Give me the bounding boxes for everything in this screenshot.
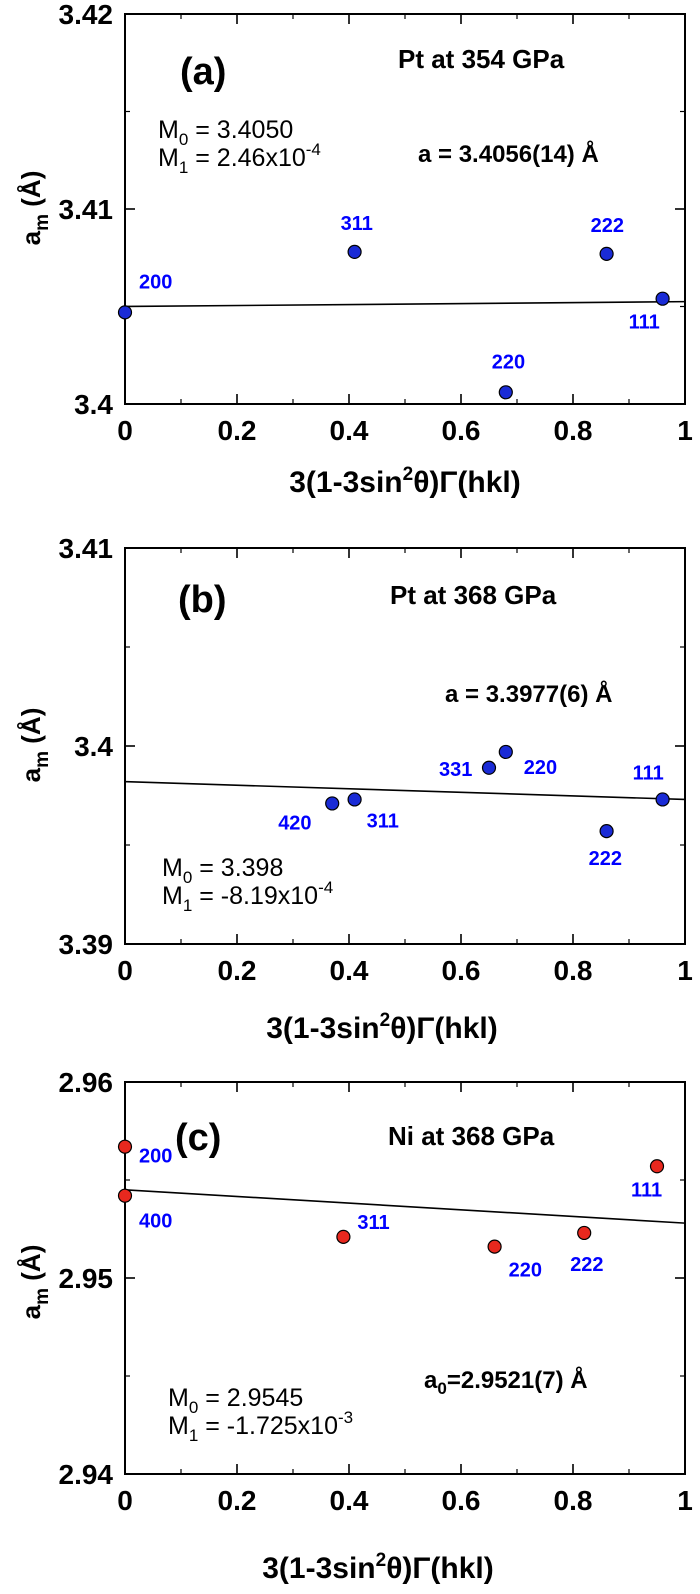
point-label-111: 111 xyxy=(633,762,664,784)
y-tick-label: 2.95 xyxy=(59,1263,114,1294)
x-tick-label: 0.2 xyxy=(218,955,257,986)
x-tick-label: 0 xyxy=(117,415,133,446)
y-tick-label: 3.39 xyxy=(59,929,114,960)
point-label-222: 222 xyxy=(591,215,624,237)
data-point-220 xyxy=(487,1239,502,1254)
point-label-420: 420 xyxy=(278,812,311,834)
point-label-220: 220 xyxy=(509,1260,542,1282)
data-point-200 xyxy=(117,1139,133,1154)
y-tick-label: 3.41 xyxy=(59,533,114,564)
fit-line xyxy=(124,780,686,801)
point-label-400: 400 xyxy=(139,1211,172,1233)
fit-line xyxy=(124,300,686,308)
y-tick-label: 3.41 xyxy=(59,194,114,225)
fit-result: a = 3.3977(6) Å xyxy=(445,680,612,708)
x-tick-label: 0.8 xyxy=(554,955,593,986)
x-axis-label: 3(1-3sin2θ)Γ(hkl) xyxy=(289,464,521,499)
point-label-111: 111 xyxy=(629,312,660,334)
data-point-111 xyxy=(655,291,670,306)
data-point-400 xyxy=(117,1188,133,1203)
x-tick-label: 0 xyxy=(117,1485,133,1516)
point-label-222: 222 xyxy=(589,848,622,870)
fit-result: a0=2.9521(7) Å xyxy=(424,1366,588,1398)
x-axis-label: 3(1-3sin2θ)Γ(hkl) xyxy=(262,1550,494,1585)
point-label-311: 311 xyxy=(341,213,373,235)
panel-title: Ni at 368 GPa xyxy=(388,1121,555,1151)
x-tick-label: 0.2 xyxy=(218,415,257,446)
fit-result: a = 3.4056(14) Å xyxy=(418,140,599,168)
point-label-311: 311 xyxy=(357,1212,389,1234)
point-label-220: 220 xyxy=(524,757,557,779)
chart-panel-2: 0 0.2 0.4 0.6 0.8 1 3.39 3.4 3.41 420 311 331 220 222… xyxy=(16,533,693,1045)
data-point-311 xyxy=(336,1229,351,1244)
point-label-200: 200 xyxy=(139,271,172,293)
data-point-111 xyxy=(655,792,670,807)
m1-parameter: M1 = -8.19x10-4 xyxy=(162,878,333,915)
panel-label: (c) xyxy=(175,1117,221,1159)
point-label-311: 311 xyxy=(367,810,399,832)
data-point-311 xyxy=(347,792,362,807)
x-tick-label: 1 xyxy=(677,1485,693,1516)
m0-parameter: M0 = 2.9545 xyxy=(168,1384,303,1417)
y-tick-label: 2.94 xyxy=(59,1459,114,1490)
m0-parameter: M0 = 3.4050 xyxy=(158,116,293,149)
y-axis-label: am (Å) xyxy=(16,708,53,783)
x-tick-label: 0.4 xyxy=(330,1485,369,1516)
x-tick-label: 0.6 xyxy=(442,955,481,986)
point-label-111: 111 xyxy=(631,1179,662,1201)
chart-panel-1: 0 0.2 0.4 0.6 0.8 1 3.4 3.41 3.42 200 311 220 222 111… xyxy=(16,0,693,499)
chart-panel-3: 0 0.2 0.4 0.6 0.8 1 2.94 2.95 2.96 200 400 311 220 22… xyxy=(16,1067,693,1585)
m1-parameter: M1 = -1.725x10-3 xyxy=(168,1408,353,1445)
data-point-222 xyxy=(599,824,614,839)
data-point-111 xyxy=(649,1159,665,1174)
data-point-420 xyxy=(325,796,340,811)
m0-parameter: M0 = 3.398 xyxy=(162,854,283,887)
x-tick-label: 1 xyxy=(677,955,693,986)
x-tick-label: 0.4 xyxy=(330,415,369,446)
data-point-331 xyxy=(481,760,497,775)
fit-line xyxy=(124,1189,686,1224)
x-tick-label: 1 xyxy=(677,415,693,446)
point-label-220: 220 xyxy=(492,351,525,373)
y-axis-label: am (Å) xyxy=(16,171,53,246)
panel-title: Pt at 368 GPa xyxy=(390,580,557,610)
data-point-222 xyxy=(577,1225,592,1241)
x-tick-label: 0.8 xyxy=(554,1485,593,1516)
x-tick-label: 0 xyxy=(117,955,133,986)
m1-parameter: M1 = 2.46x10-4 xyxy=(158,140,321,177)
panel-title: Pt at 354 GPa xyxy=(398,44,565,74)
x-tick-label: 0.8 xyxy=(554,415,593,446)
x-axis-label: 3(1-3sin2θ)Γ(hkl) xyxy=(266,1010,498,1045)
y-axis-label: am (Å) xyxy=(16,1245,53,1320)
y-tick-label: 3.42 xyxy=(59,0,114,30)
x-tick-label: 0.6 xyxy=(442,1485,481,1516)
x-tick-label: 0.6 xyxy=(442,415,481,446)
panel-label: (a) xyxy=(180,51,226,93)
y-tick-label: 3.4 xyxy=(74,731,113,762)
point-label-200: 200 xyxy=(139,1146,172,1168)
data-point-220 xyxy=(498,385,513,400)
data-point-222 xyxy=(599,246,614,261)
x-tick-label: 0.2 xyxy=(218,1485,257,1516)
point-label-222: 222 xyxy=(570,1254,603,1276)
y-tick-label: 3.4 xyxy=(74,389,113,420)
panel-label: (b) xyxy=(178,579,227,621)
y-tick-label: 2.96 xyxy=(59,1067,114,1098)
data-point-220 xyxy=(498,744,513,760)
x-tick-label: 0.4 xyxy=(330,955,369,986)
data-point-200 xyxy=(117,305,133,320)
point-label-331: 331 xyxy=(439,759,472,781)
data-point-311 xyxy=(347,244,362,259)
